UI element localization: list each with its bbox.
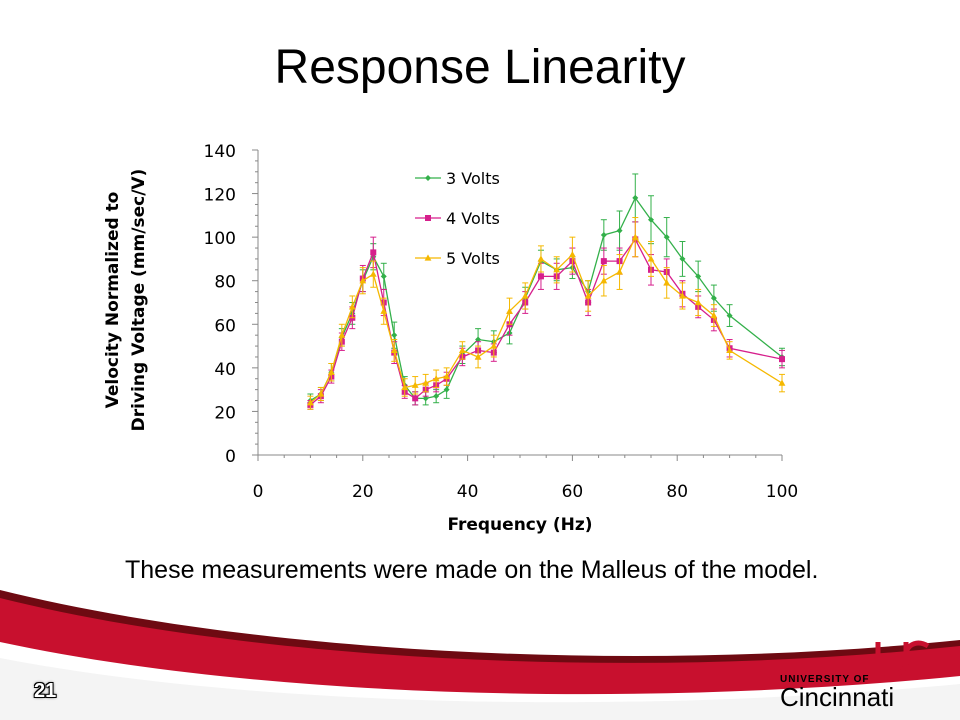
data-point	[443, 386, 450, 393]
x-tick-label: 100	[766, 482, 798, 502]
legend-label: 4 Volts	[446, 209, 500, 228]
series-line	[310, 196, 783, 402]
data-point	[338, 331, 346, 338]
legend-marker	[424, 254, 432, 261]
university-logo: UNIVERSITY OF Cincinnati	[780, 638, 940, 712]
data-point	[475, 336, 482, 343]
data-point	[616, 268, 623, 275]
data-point	[632, 194, 639, 201]
data-point	[422, 395, 429, 402]
x-tick-label: 0	[253, 482, 264, 502]
slide-title: Response Linearity	[274, 41, 686, 94]
data-point	[726, 312, 733, 319]
data-point	[401, 383, 409, 391]
data-point	[369, 270, 377, 277]
data-point	[679, 292, 686, 299]
x-tick-label: 40	[457, 482, 479, 502]
data-point	[327, 368, 335, 375]
data-point	[695, 273, 702, 280]
legend: 3 Volts 4 Volts 5 Volts	[415, 169, 500, 268]
data-point	[616, 227, 623, 234]
data-point	[710, 295, 717, 302]
data-point	[422, 379, 430, 386]
data-point	[521, 292, 529, 299]
y-tick-label: 140	[204, 142, 236, 162]
data-point	[490, 342, 498, 349]
x-tick-label: 80	[666, 482, 688, 502]
data-point	[726, 346, 733, 354]
data-point	[553, 266, 561, 273]
data-point	[600, 258, 607, 265]
data-point	[307, 399, 314, 406]
data-point	[506, 307, 513, 314]
data-point	[443, 372, 451, 380]
y-axis-label-line: Velocity Normalized to	[103, 192, 123, 409]
footer-swoosh	[0, 590, 960, 720]
y-tick-label: 40	[214, 360, 236, 380]
x-tick-label: 20	[352, 482, 374, 502]
page-number: 21	[34, 680, 57, 702]
data-point	[648, 216, 654, 223]
y-axis-label-line: Driving Voltage (mm/sec/V)	[129, 169, 149, 432]
chart: 0 20 40 60 80 100 120 140 0 20 40 60 80 100 Frequency …	[103, 142, 798, 535]
y-tick-label: 100	[204, 229, 236, 249]
legend-label: 5 Volts	[446, 249, 500, 268]
x-tick-label: 60	[562, 482, 584, 502]
data-point	[600, 277, 608, 284]
uc-mark-icon	[875, 640, 930, 677]
data-point	[694, 298, 702, 306]
y-tick-label: 0	[225, 447, 236, 467]
data-point	[391, 332, 398, 339]
data-point	[663, 234, 670, 241]
data-point	[537, 255, 545, 262]
data-point	[600, 231, 607, 238]
y-tick-label: 60	[214, 316, 236, 336]
legend-marker	[425, 215, 431, 221]
y-axis-label: Velocity Normalized to Driving Voltage (m…	[103, 169, 149, 432]
y-tick-label: 80	[214, 273, 236, 293]
legend-marker	[425, 175, 431, 181]
logo-cincinnati: Cincinnati	[780, 682, 895, 712]
data-point	[380, 273, 387, 280]
data-point	[380, 307, 388, 314]
data-point	[370, 249, 377, 256]
data-point	[569, 250, 576, 258]
series-3	[307, 217, 786, 410]
data-point	[474, 353, 482, 360]
data-point	[647, 255, 655, 262]
data-point	[412, 395, 419, 402]
logo-university-of: UNIVERSITY OF	[780, 674, 870, 685]
data-point	[317, 390, 325, 397]
data-point	[778, 379, 786, 386]
data-point	[411, 381, 419, 388]
slide-caption: These measurements were made on the Mall…	[125, 556, 819, 584]
data-point	[348, 303, 356, 310]
data-point	[779, 356, 785, 363]
data-point	[710, 311, 718, 319]
data-point	[679, 255, 686, 262]
legend-label: 3 Volts	[446, 169, 500, 188]
data-point	[359, 277, 367, 284]
x-axis-label: Frequency (Hz)	[447, 515, 592, 535]
data-point	[432, 375, 440, 382]
data-point	[537, 273, 544, 280]
y-tick-label: 120	[204, 186, 236, 206]
data-point	[584, 292, 592, 299]
data-point	[663, 279, 671, 286]
data-point	[458, 346, 466, 354]
data-point	[390, 346, 398, 354]
data-point	[631, 233, 639, 240]
series-1	[307, 173, 785, 408]
data-point	[433, 393, 440, 400]
y-tick-label: 20	[214, 403, 236, 423]
